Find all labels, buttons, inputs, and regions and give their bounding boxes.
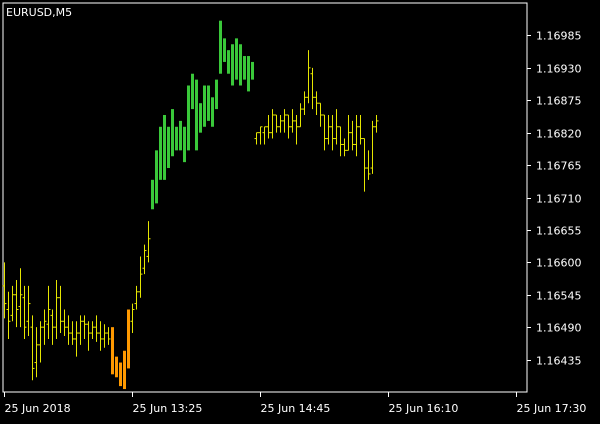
price-tick-label: 1.16820 xyxy=(536,128,582,141)
price-bar xyxy=(358,114,363,145)
price-bar xyxy=(14,280,19,328)
price-bar xyxy=(30,315,35,381)
price-bar xyxy=(138,256,143,298)
price-bar xyxy=(82,315,87,339)
price-bar xyxy=(102,324,107,348)
price-bar xyxy=(310,67,315,110)
price-tick-label: 1.16765 xyxy=(536,160,582,173)
price-bar xyxy=(50,309,55,345)
price-tick-label: 1.16930 xyxy=(536,63,582,76)
plot-frame xyxy=(2,2,528,393)
price-bar xyxy=(286,114,291,139)
price-bar xyxy=(314,91,319,115)
price-bar xyxy=(146,221,151,263)
price-bar xyxy=(262,126,267,145)
price-tick-label: 1.16655 xyxy=(536,225,582,238)
price-bar xyxy=(134,285,139,310)
price-bar xyxy=(62,309,67,337)
price-bar xyxy=(258,126,263,145)
price-bar xyxy=(290,109,295,133)
price-bar xyxy=(374,114,379,133)
price-bar xyxy=(326,114,331,145)
price-bar xyxy=(342,138,347,157)
price-bar xyxy=(22,285,27,339)
price-bar xyxy=(46,285,51,339)
price-tick-label: 1.16490 xyxy=(536,322,582,335)
price-bar xyxy=(270,109,275,139)
price-tick-label: 1.16545 xyxy=(536,290,582,303)
price-bar xyxy=(98,321,103,351)
price-bar xyxy=(334,109,339,145)
price-bar xyxy=(42,309,47,345)
price-tick-label: 1.16710 xyxy=(536,193,582,206)
price-bar xyxy=(106,327,111,345)
price-axis: 1.16985 1.16930 1.16875 1.16820 1.16765 1.167… xyxy=(527,30,582,368)
price-bar xyxy=(350,120,355,151)
price-tick-label: 1.16435 xyxy=(536,355,582,368)
price-bar xyxy=(354,114,359,157)
price-bar xyxy=(94,315,99,342)
price-bar xyxy=(322,114,327,151)
price-bar xyxy=(294,114,299,145)
price-bar xyxy=(338,126,343,157)
time-tick-label: 25 Jun 16:10 xyxy=(389,402,459,415)
time-tick-label: 25 Jun 17:30 xyxy=(517,402,587,415)
time-axis: 25 Jun 2018 25 Jun 13:25 25 Jun 14:45 25 Ju… xyxy=(4,392,587,415)
time-tick-label: 25 Jun 14:45 xyxy=(261,402,331,415)
price-bar xyxy=(74,321,79,357)
price-bar xyxy=(306,50,311,104)
price-bar xyxy=(58,285,63,334)
price-bar xyxy=(266,114,271,139)
time-tick-label: 25 Jun 13:25 xyxy=(133,402,203,415)
price-tick-label: 1.16600 xyxy=(536,257,582,270)
bars-layer xyxy=(2,20,379,390)
price-bar xyxy=(10,285,15,322)
price-bar xyxy=(38,321,43,363)
price-bar xyxy=(142,244,147,275)
price-bar xyxy=(130,303,135,334)
price-bar xyxy=(362,138,367,192)
price-bar xyxy=(78,315,83,345)
price-bar xyxy=(70,321,75,345)
symbol-label: EURUSD,M5 xyxy=(6,6,72,19)
price-bar xyxy=(54,280,59,339)
price-bar xyxy=(282,109,287,133)
price-bar xyxy=(6,291,11,339)
price-bar xyxy=(86,321,91,351)
price-bar xyxy=(370,120,375,174)
price-bar xyxy=(18,268,23,328)
price-bar xyxy=(302,91,307,115)
price-bar xyxy=(366,150,371,180)
price-bar xyxy=(254,132,259,145)
price-bar xyxy=(34,327,39,378)
time-tick-label: 25 Jun 2018 xyxy=(5,402,71,415)
price-bar xyxy=(298,103,303,128)
price-bar xyxy=(2,262,7,319)
price-bar xyxy=(90,321,95,339)
price-bar xyxy=(318,102,323,127)
price-bar xyxy=(330,114,335,151)
price-bar xyxy=(346,114,351,151)
price-bar xyxy=(274,114,279,133)
price-bar xyxy=(26,285,31,337)
price-tick-label: 1.16985 xyxy=(536,30,582,43)
price-bar xyxy=(66,315,71,345)
price-tick-label: 1.16875 xyxy=(536,95,582,108)
price-bar xyxy=(278,114,283,133)
